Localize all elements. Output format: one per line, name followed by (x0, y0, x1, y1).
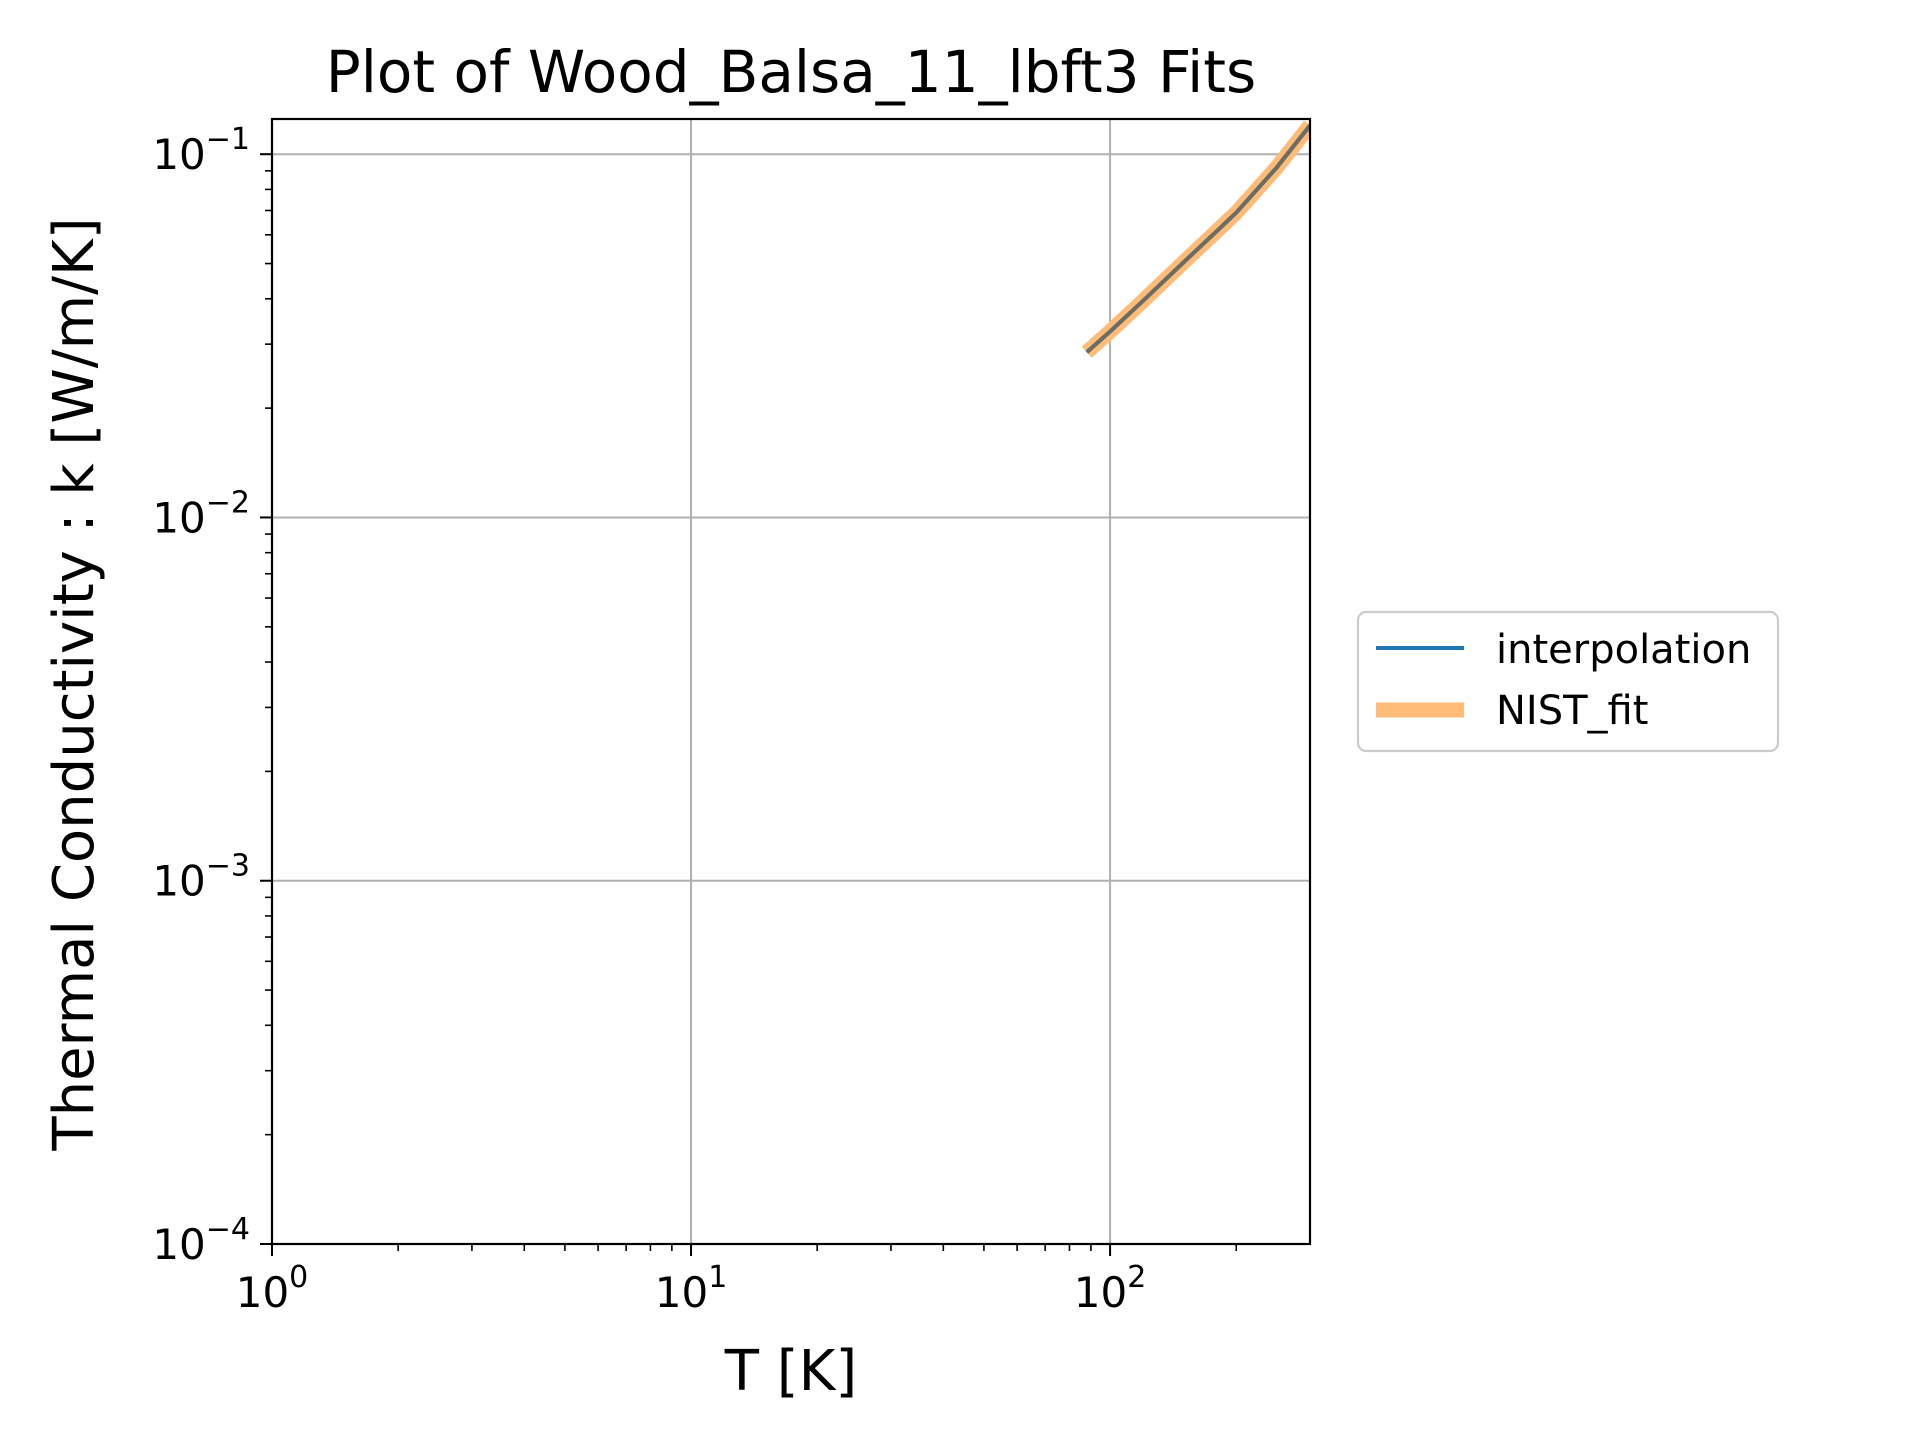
x-axis-label: T [K] (724, 1339, 857, 1404)
minor-ticks (265, 170, 1238, 1251)
plot-frame (270, 117, 1312, 1246)
series-overlap-line (1085, 124, 1310, 354)
legend: interpolation NIST_fit (1356, 610, 1780, 753)
legend-label-nist-fit: NIST_fit (1496, 688, 1648, 734)
x-tick-label: 101 (655, 1260, 728, 1317)
major-ticks (260, 153, 1112, 1256)
series-lines (1081, 120, 1310, 358)
x-tick-labels: 100 101 102 (236, 1260, 1147, 1317)
y-tick-label: 10−2 (152, 485, 250, 542)
legend-label-interpolation: interpolation (1496, 627, 1751, 673)
chart-title: Plot of Wood_Balsa_11_lbft3 Fits (326, 38, 1256, 106)
y-tick-labels: 10−1 10−2 10−3 10−4 (152, 122, 250, 1269)
y-tick-label: 10−3 (152, 849, 250, 906)
x-tick-label: 100 (236, 1260, 309, 1317)
y-tick-label: 10−4 (152, 1212, 250, 1269)
x-tick-label: 102 (1074, 1260, 1147, 1317)
y-tick-label: 10−1 (152, 122, 250, 179)
y-axis-label: Thermal Conductivity : k [W/m/K] (42, 217, 107, 1151)
